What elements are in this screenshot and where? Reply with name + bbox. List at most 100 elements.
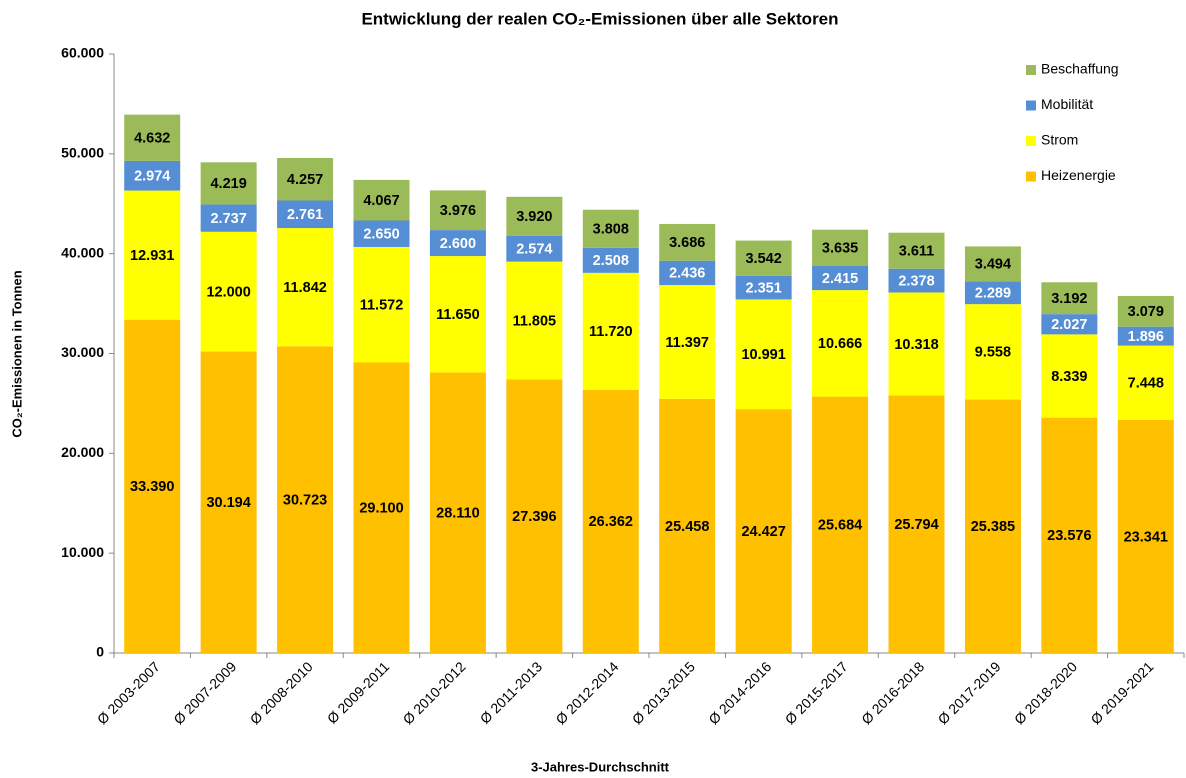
bar-segment [735, 409, 792, 653]
bar-segment [200, 231, 257, 352]
value-label: 2.974 [134, 169, 170, 185]
bar-segment [277, 228, 334, 347]
bar-segment [200, 162, 257, 205]
value-label: 3.808 [593, 222, 629, 238]
bar-segment [964, 246, 1021, 282]
bar-segment [200, 351, 257, 653]
value-label: 2.027 [1051, 317, 1087, 333]
value-label: 11.842 [283, 280, 327, 296]
value-label: 25.794 [894, 517, 938, 533]
value-label: 4.632 [134, 131, 170, 147]
bar-segment [812, 396, 869, 653]
value-label: 23.341 [1124, 529, 1168, 545]
bar-segment [1117, 419, 1174, 653]
value-label: 2.508 [593, 253, 629, 269]
bar-segment [200, 204, 257, 232]
bar-segment [659, 285, 716, 399]
bar-segment [429, 190, 486, 231]
value-label: 3.635 [822, 241, 858, 257]
bar-segment [582, 272, 639, 390]
y-tick-label: 60.000 [61, 45, 104, 61]
value-label: 2.351 [745, 281, 781, 297]
bar-segment [1041, 314, 1098, 335]
y-tick-label: 0 [96, 644, 104, 660]
value-label: 3.976 [440, 203, 476, 219]
value-label: 30.723 [283, 492, 327, 508]
y-tick-label: 40.000 [61, 244, 104, 260]
bar-segment [124, 190, 181, 320]
bar-segment [812, 290, 869, 397]
bar-segment [353, 220, 410, 247]
bar-segment [506, 379, 563, 653]
bar-segment [1117, 345, 1174, 420]
x-axis-title: 3-Jahres-Durchschnitt [531, 759, 670, 774]
value-label: 4.067 [363, 193, 399, 209]
legend-label: Strom [1041, 132, 1078, 148]
value-label: 3.611 [899, 244, 935, 260]
bar-segment [582, 209, 639, 248]
legend-label: Beschaffung [1041, 61, 1119, 77]
bar-segment [1041, 334, 1098, 418]
value-label: 11.650 [436, 307, 480, 323]
value-label: 2.436 [669, 266, 705, 282]
bar-segment [964, 399, 1021, 653]
value-label: 11.397 [665, 335, 709, 351]
x-tick-label: Ø 2009-2011 [324, 658, 393, 727]
bar-segment [812, 265, 869, 291]
x-tick-label: Ø 2007-2009 [170, 658, 239, 727]
x-tick-label: Ø 2012-2014 [552, 658, 621, 727]
value-label: 3.192 [1051, 291, 1087, 307]
bar-segment [124, 319, 181, 653]
value-label: 4.257 [287, 172, 323, 188]
value-label: 9.558 [975, 345, 1011, 361]
value-label: 24.427 [741, 524, 785, 540]
bar-segment [277, 200, 334, 229]
bar-segment [659, 398, 716, 653]
value-label: 28.110 [436, 506, 480, 522]
bar-segment [1041, 417, 1098, 653]
value-label: 33.390 [130, 479, 174, 495]
bar-segment [1041, 282, 1098, 315]
value-label: 8.339 [1051, 369, 1087, 385]
bar-segment [888, 232, 945, 269]
x-tick-label: Ø 2008-2010 [247, 658, 316, 727]
bar-segment [659, 223, 716, 261]
x-tick-label: Ø 2011-2013 [477, 658, 546, 727]
legend-label: Mobilität [1041, 96, 1093, 112]
value-label: 12.000 [206, 284, 250, 300]
bar-segment [506, 235, 563, 262]
value-label: 3.079 [1128, 304, 1164, 320]
bar-segment [1117, 326, 1174, 346]
bar-segment [964, 304, 1021, 400]
bar-segment [1117, 295, 1174, 327]
y-tick-label: 30.000 [61, 344, 104, 360]
bar-segment [582, 389, 639, 653]
legend-swatch [1026, 171, 1036, 182]
bar-segment [735, 275, 792, 300]
bar-segment [506, 261, 563, 380]
value-label: 30.194 [206, 495, 250, 511]
x-tick-label: Ø 2018-2020 [1011, 658, 1080, 727]
x-tick-label: Ø 2019-2021 [1087, 658, 1156, 727]
value-label: 25.385 [971, 519, 1015, 535]
bar-segment [277, 157, 334, 201]
value-label: 10.318 [894, 337, 938, 353]
legend-swatch [1026, 65, 1036, 75]
bar-segment [888, 292, 945, 396]
value-label: 3.686 [669, 235, 705, 251]
x-tick-label: Ø 2013-2015 [629, 658, 698, 727]
value-label: 2.415 [822, 271, 858, 287]
y-axis-title: CO₂-Emissionen in Tonnen [9, 270, 24, 437]
bar-segment [124, 160, 181, 191]
bar-segment [888, 395, 945, 653]
bar-segment [735, 240, 792, 276]
value-label: 11.572 [360, 298, 404, 314]
bar-segment [582, 247, 639, 273]
x-tick-label: Ø 2014-2016 [705, 658, 774, 727]
value-label: 2.650 [363, 227, 399, 243]
bar-segment [429, 372, 486, 653]
bar-segment [277, 346, 334, 653]
value-label: 25.684 [818, 518, 862, 534]
value-label: 3.494 [975, 257, 1011, 273]
